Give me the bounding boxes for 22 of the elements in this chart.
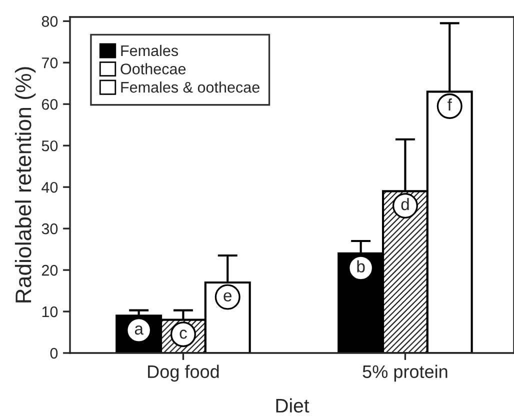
y-tick-label: 50 — [42, 140, 58, 152]
data-label: a — [134, 326, 144, 335]
y-axis-title: Radiolabel retention (%) — [14, 67, 36, 302]
y-tick-label: 20 — [42, 264, 58, 276]
legend-label: Females & oothecae — [121, 81, 260, 93]
data-label: c — [180, 330, 187, 339]
y-tick-label: 70 — [42, 57, 58, 68]
legend-label: Oothecae — [120, 63, 186, 74]
data-label: d — [401, 198, 409, 210]
legend-label: Females — [121, 44, 178, 56]
data-label: b — [357, 260, 365, 272]
y-tick-label: 10 — [42, 306, 58, 318]
x-axis-title: Diet — [276, 398, 310, 413]
y-tick-label: 30 — [42, 223, 58, 234]
data-label: e — [224, 292, 232, 302]
x-tick-label: 5% protein — [362, 364, 448, 382]
data-label: f — [448, 98, 452, 110]
x-tick-label: Dog food — [148, 364, 219, 382]
y-tick-label: 80 — [42, 16, 58, 27]
y-tick-label: 0 — [50, 348, 58, 359]
y-tick-label: 60 — [42, 98, 58, 110]
y-tick-label: 40 — [42, 182, 58, 193]
